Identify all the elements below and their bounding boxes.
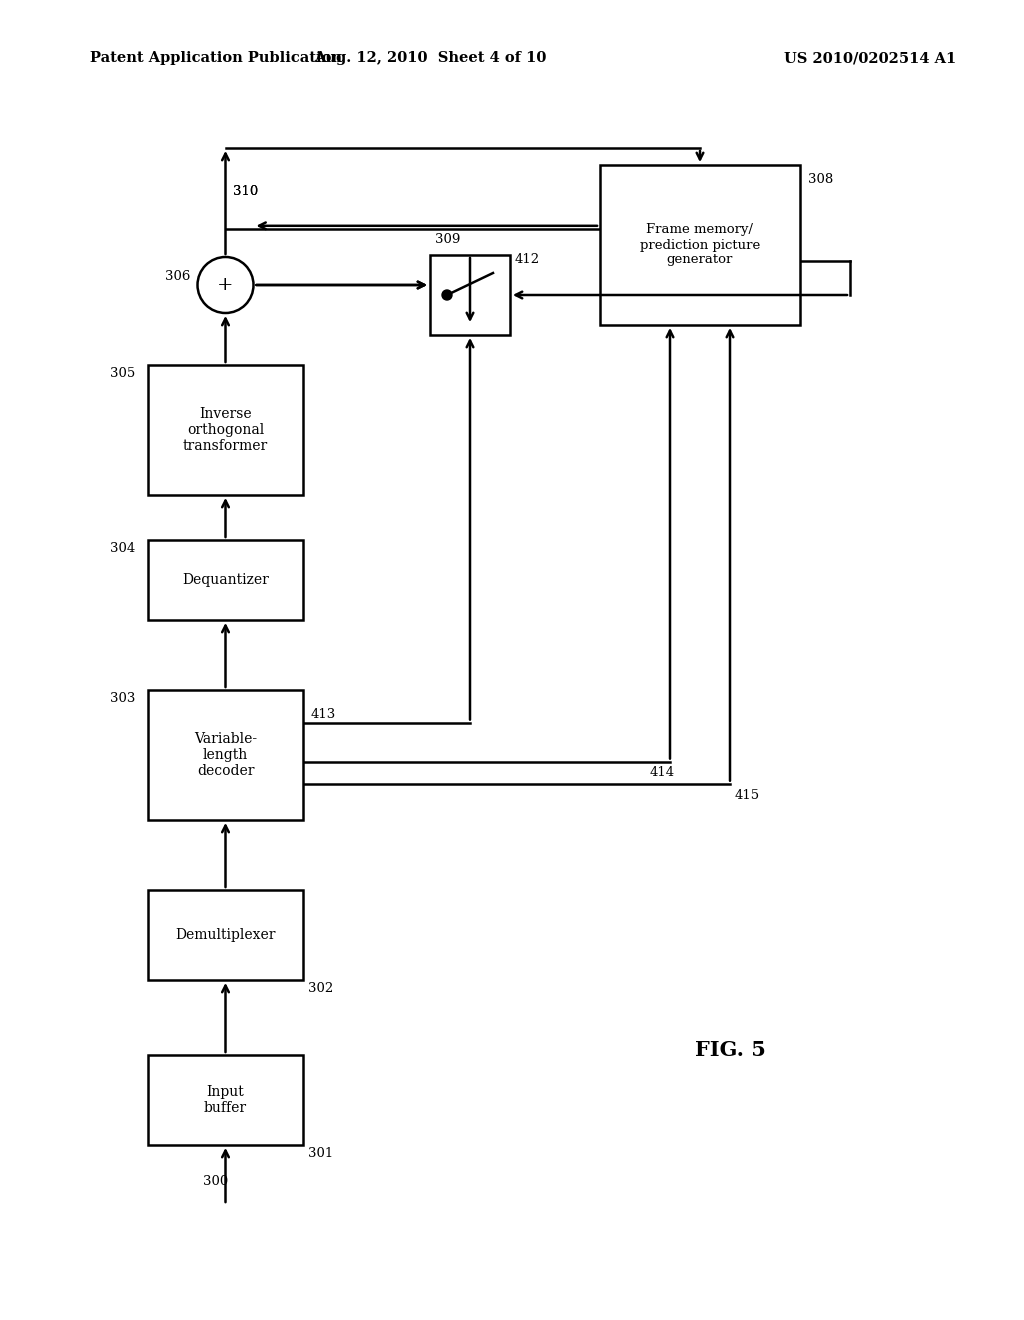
Bar [430, 255, 510, 335]
Text: US 2010/0202514 A1: US 2010/0202514 A1 [784, 51, 956, 65]
Text: 415: 415 [735, 788, 760, 801]
Text: 413: 413 [311, 708, 336, 721]
Text: 301: 301 [308, 1147, 333, 1160]
Text: Demultiplexer: Demultiplexer [175, 928, 275, 942]
Text: 308: 308 [808, 173, 834, 186]
Circle shape [442, 290, 452, 300]
Bar [148, 366, 303, 495]
Bar [148, 1055, 303, 1144]
Bar [148, 890, 303, 979]
Bar [600, 165, 800, 325]
Circle shape [198, 257, 254, 313]
Text: +: + [217, 276, 233, 294]
Text: 412: 412 [515, 253, 540, 267]
Bar [148, 540, 303, 620]
Text: Input
buffer: Input buffer [204, 1085, 247, 1115]
Text: Dequantizer: Dequantizer [182, 573, 269, 587]
Text: Frame memory/
prediction picture
generator: Frame memory/ prediction picture generat… [640, 223, 760, 267]
Text: 305: 305 [110, 367, 135, 380]
Text: Aug. 12, 2010  Sheet 4 of 10: Aug. 12, 2010 Sheet 4 of 10 [313, 51, 546, 65]
Bar [148, 690, 303, 820]
Text: 300: 300 [204, 1175, 228, 1188]
Text: 302: 302 [308, 982, 333, 995]
Text: 304: 304 [110, 543, 135, 554]
Text: 309: 309 [435, 234, 461, 246]
Text: 303: 303 [110, 692, 135, 705]
Text: 310: 310 [233, 185, 259, 198]
Text: 306: 306 [166, 271, 190, 282]
Text: Patent Application Publication: Patent Application Publication [90, 51, 342, 65]
Text: 310: 310 [233, 185, 259, 198]
Text: Variable-
length
decoder: Variable- length decoder [194, 731, 257, 779]
Text: FIG. 5: FIG. 5 [694, 1040, 765, 1060]
Text: 414: 414 [650, 767, 675, 780]
Text: Inverse
orthogonal
transformer: Inverse orthogonal transformer [183, 407, 268, 453]
